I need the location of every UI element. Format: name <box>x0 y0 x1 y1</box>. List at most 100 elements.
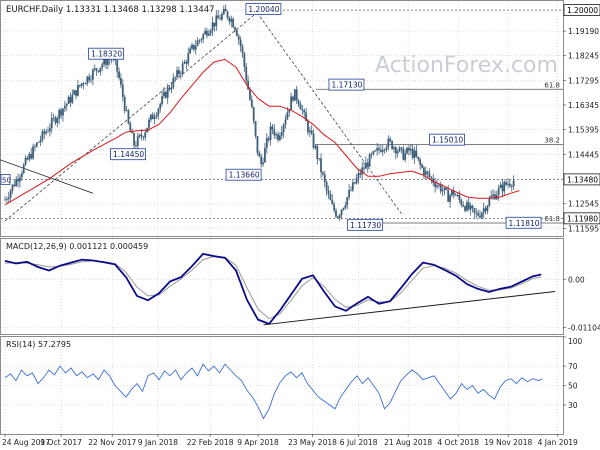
candle-body <box>136 136 139 146</box>
macd-label: MACD(12,26,9) 0.001121 0.000459 <box>6 242 148 251</box>
candle-body <box>336 216 339 218</box>
candle-body <box>28 153 31 160</box>
candle-body <box>54 117 57 123</box>
candle-body <box>447 189 450 202</box>
candle-body <box>198 40 201 41</box>
top-level-tag-label: 1.20000 <box>567 6 598 15</box>
candle-body <box>239 39 242 47</box>
candle-body <box>88 76 91 81</box>
price-y-tick-label: 1.19190 <box>568 27 599 36</box>
x-tick-label: 4 Oct 2018 <box>437 438 479 447</box>
candle-body <box>24 157 27 165</box>
rsi-lines <box>4 363 543 420</box>
price-annotation-label: 1.11730 <box>350 221 381 230</box>
rsi-line <box>4 363 543 420</box>
candle-body <box>101 64 104 68</box>
x-tick-label: 22 Feb 2018 <box>187 438 234 447</box>
candle-body <box>385 147 388 150</box>
candle-body <box>183 61 186 64</box>
candle-body <box>166 87 169 98</box>
x-tick-label: 6 Jul 2018 <box>340 438 378 447</box>
support-tag <box>563 212 600 225</box>
trendline <box>253 8 402 215</box>
candle-body <box>355 178 358 184</box>
candle-body <box>135 145 137 147</box>
candle-body <box>441 190 444 192</box>
candle-body <box>428 173 431 178</box>
candle-body <box>417 156 420 160</box>
candle-body <box>503 182 506 192</box>
candle-body <box>280 132 283 136</box>
candle-body <box>133 133 135 146</box>
candle-body <box>262 162 264 165</box>
candle-body <box>288 109 291 113</box>
candle-body <box>393 147 395 149</box>
candle-body <box>230 18 233 22</box>
candle-body <box>206 30 208 36</box>
candle-body <box>15 179 18 186</box>
candle-body <box>295 89 298 101</box>
candle-body <box>348 190 350 198</box>
candle-body <box>400 147 403 149</box>
candle-body <box>325 182 328 191</box>
x-tick-label: 19 Nov 2018 <box>484 438 532 447</box>
candle-body <box>65 103 68 107</box>
candle-body <box>194 46 197 50</box>
price-annotation-box <box>328 78 365 91</box>
candle-body <box>26 157 29 160</box>
candle-body <box>409 148 412 151</box>
fib-level-label: 38.2 <box>544 137 560 145</box>
candle-body <box>379 149 382 152</box>
candle-body <box>361 167 364 175</box>
candle-body <box>335 210 337 217</box>
candle-body <box>465 202 468 211</box>
candle-body <box>305 112 307 122</box>
candle-body <box>123 96 126 111</box>
candle-body <box>254 121 257 137</box>
price-candles <box>4 4 515 221</box>
candle-body <box>189 48 192 54</box>
candle-body <box>176 70 178 78</box>
x-tick-label: 9 Oct 2017 <box>40 438 82 447</box>
candle-body <box>78 84 81 86</box>
price-y-tick-label: 1.17295 <box>568 76 599 85</box>
candle-body <box>301 109 304 111</box>
candle-body <box>415 150 418 157</box>
candle-body <box>170 87 173 90</box>
fib-level-label: 61.8 <box>544 215 560 223</box>
candle-body <box>365 162 367 169</box>
candle-body <box>327 190 330 195</box>
candle-body <box>359 173 362 175</box>
price-annotation-box <box>505 216 542 229</box>
rsi-y-tick-label: 30 <box>568 401 578 410</box>
price-annotation-box <box>110 148 146 161</box>
macd-line <box>4 252 542 325</box>
x-tick-label: 24 Aug 2017 <box>2 438 50 447</box>
candle-body <box>464 206 466 211</box>
candle-body <box>486 205 489 212</box>
candle-body <box>118 71 120 79</box>
candle-body <box>75 90 77 96</box>
candle-body <box>308 130 311 133</box>
candle-body <box>62 108 64 116</box>
candle-body <box>451 190 453 196</box>
candle-body <box>378 148 380 150</box>
candle-body <box>32 146 34 159</box>
candle-body <box>445 187 448 190</box>
candle-body <box>234 27 236 31</box>
x-tick-label: 9 Jan 2018 <box>138 438 178 447</box>
rsi-grid <box>1 337 563 434</box>
macd-lines <box>4 252 556 326</box>
candle-body <box>264 147 266 163</box>
candle-body <box>60 109 62 116</box>
candle-body <box>67 96 70 104</box>
candle-body <box>131 131 134 134</box>
candle-body <box>196 40 199 47</box>
candle-body <box>318 158 321 160</box>
candle-body <box>185 61 188 64</box>
candle-body <box>387 138 390 148</box>
price-annotation-box <box>429 133 466 146</box>
watermark: ActionForex.com <box>375 53 558 78</box>
candle-body <box>232 18 235 28</box>
x-tick-label: 21 Aug 2018 <box>384 438 432 447</box>
